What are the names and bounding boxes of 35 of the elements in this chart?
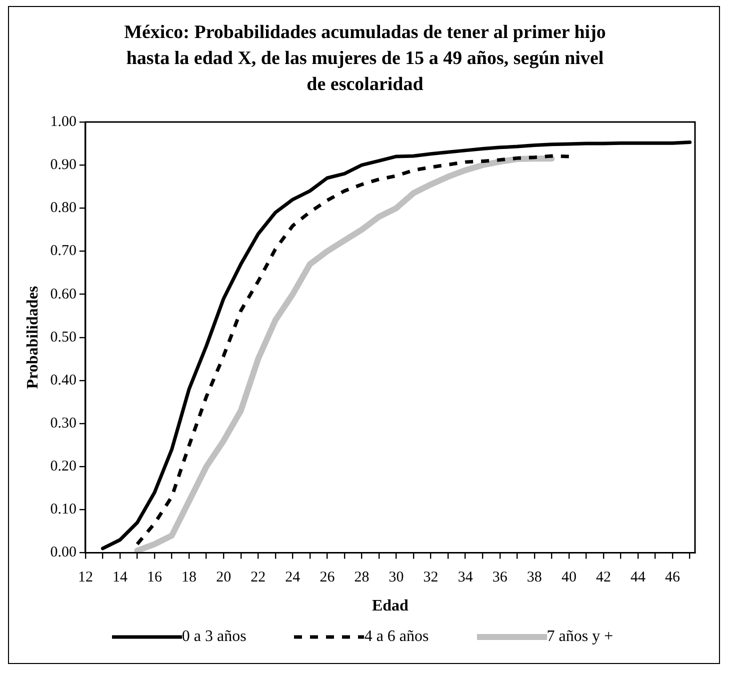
x-tick-label: 34 — [458, 570, 474, 586]
x-tick-label: 42 — [596, 570, 611, 586]
y-axis-title: Probabilidades — [24, 286, 42, 389]
legend-label: 0 a 3 años — [182, 628, 246, 646]
chart-title: México: Probabilidades acumuladas de tener al primer hijo hasta la edad X, de las mujeres de 15 a 49 años, según nivel de escolaridad — [123, 21, 607, 97]
x-tick-label: 20 — [216, 570, 232, 586]
x-tick-label: 16 — [147, 570, 163, 586]
y-tick-label: 0.80 — [50, 200, 76, 216]
x-axis-title: Edad — [372, 598, 409, 615]
legend-label: 4 a 6 años — [364, 628, 429, 646]
x-tick-label: 18 — [182, 570, 197, 586]
y-tick-label: 0.70 — [50, 243, 76, 260]
y-tick-label: 0.30 — [50, 415, 76, 432]
x-tick-label: 32 — [423, 570, 438, 586]
x-tick-label: 38 — [526, 570, 542, 586]
x-tick-label: 40 — [561, 570, 576, 586]
x-tick-label: 24 — [285, 570, 301, 586]
y-tick-label: 0.10 — [50, 502, 76, 518]
x-tick-label: 28 — [354, 570, 370, 586]
x-tick-label: 44 — [630, 570, 646, 586]
x-tick-label: 26 — [320, 570, 336, 586]
x-tick-label: 22 — [250, 570, 266, 586]
x-tick-label: 46 — [665, 570, 681, 586]
y-tick-label: 0.60 — [50, 286, 76, 302]
x-tick-label: 12 — [78, 570, 93, 586]
x-tick-label: 36 — [492, 570, 508, 586]
y-tick-label: 0.00 — [50, 544, 76, 561]
y-tick-label: 0.20 — [50, 458, 76, 475]
y-tick-label: 0.90 — [50, 157, 76, 174]
x-tick-label: 14 — [112, 570, 128, 586]
legend-label: 7 años y + — [546, 628, 614, 646]
y-tick-label: 0.40 — [50, 372, 76, 388]
y-tick-label: 0.50 — [50, 329, 76, 346]
x-tick-label: 30 — [388, 570, 404, 586]
y-tick-label: 1.00 — [50, 114, 76, 130]
